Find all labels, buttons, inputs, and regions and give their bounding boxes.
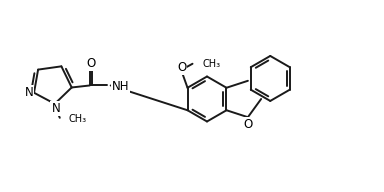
Text: O: O <box>243 118 253 131</box>
Text: N: N <box>51 102 60 115</box>
Text: O: O <box>177 61 186 74</box>
Text: O: O <box>86 57 95 70</box>
Text: CH₃: CH₃ <box>202 59 221 69</box>
Text: NH: NH <box>112 80 129 93</box>
Text: CH₃: CH₃ <box>69 114 87 124</box>
Text: N: N <box>25 86 33 99</box>
